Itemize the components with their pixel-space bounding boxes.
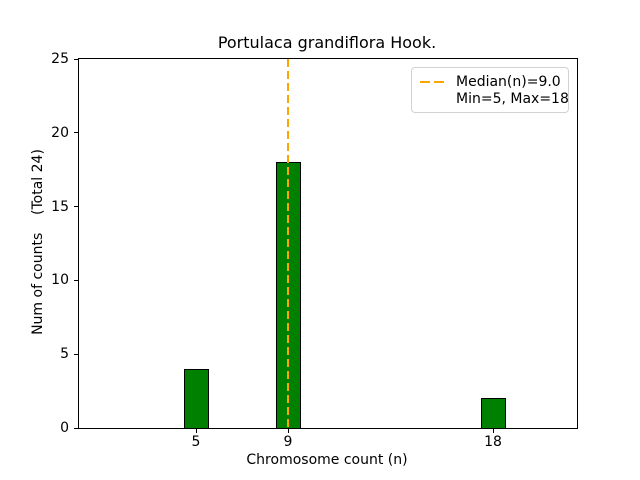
y-axis-label: Num of counts (Total 24) <box>30 149 46 335</box>
y-tick-label-5: 5 <box>60 346 69 363</box>
y-tick-label-15: 15 <box>51 198 69 215</box>
x-tick-label-5: 5 <box>191 434 201 450</box>
y-tick-label-10: 10 <box>51 272 69 289</box>
y-tick <box>74 206 79 208</box>
x-tick <box>493 428 494 433</box>
x-tick-label-18: 18 <box>484 434 502 450</box>
y-tick <box>74 58 79 60</box>
y-tick-label-0: 0 <box>60 420 69 436</box>
legend-entry-minmax: Min=5, Max=18 <box>420 90 569 107</box>
median-line <box>287 59 289 428</box>
chart-title: Portulaca grandiflora Hook. <box>217 33 437 52</box>
legend: Median(n)=9.0 Min=5, Max=18 <box>411 67 569 113</box>
x-tick <box>288 428 289 433</box>
bar-n18 <box>480 398 506 428</box>
median-dashed-line-marker <box>420 80 446 83</box>
legend-marker-spacer <box>420 98 446 100</box>
bar-n5 <box>183 368 209 428</box>
x-tick-label-9: 9 <box>283 434 293 450</box>
y-tick <box>74 132 79 134</box>
legend-label-median: Median(n)=9.0 <box>456 73 561 90</box>
legend-entry-median: Median(n)=9.0 <box>420 73 561 90</box>
y-tick-label-20: 20 <box>51 124 69 141</box>
x-tick <box>196 428 197 433</box>
y-tick <box>74 427 79 429</box>
y-tick-label-25: 25 <box>51 51 69 67</box>
plot-area: 0 5 10 15 20 25 5 9 18 Median(n)=9.0 Min… <box>51 52 578 449</box>
legend-label-minmax: Min=5, Max=18 <box>456 90 569 107</box>
y-tick <box>74 279 79 281</box>
x-axis-label: Chromosome count (n) <box>246 452 408 468</box>
y-tick <box>74 353 79 355</box>
